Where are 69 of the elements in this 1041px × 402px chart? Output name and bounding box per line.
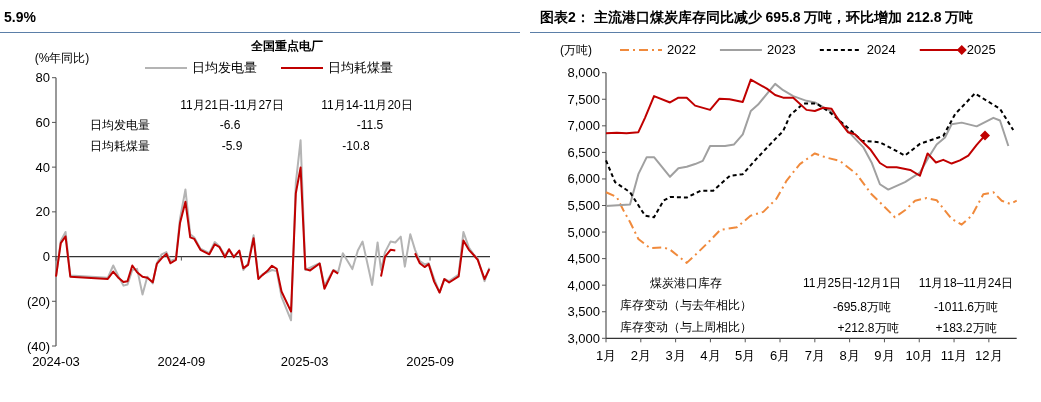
line-series xyxy=(55,139,491,322)
annotation: -11.5 xyxy=(356,118,384,132)
annotation: 11月21日-11月27日 xyxy=(180,98,284,112)
x-tick-label: 4月 xyxy=(700,348,721,363)
annotation: 库存变动（与上周相比） xyxy=(620,320,752,334)
x-tick-label: 2024-09 xyxy=(157,354,206,369)
x-tick-label: 6月 xyxy=(769,348,791,363)
annotation: 日均发电量 xyxy=(90,118,150,132)
x-tick-label: 12月 xyxy=(975,348,1003,363)
annotation: -10.8 xyxy=(342,139,370,153)
y-tick-label: 8,000 xyxy=(567,65,600,81)
annotation: 11月14-11月20日 xyxy=(321,98,413,112)
annotation: -695.8万吨 xyxy=(832,300,892,314)
y-tick-label: 60 xyxy=(35,114,50,130)
y-axis-title: (%年同比) xyxy=(34,51,90,65)
legend-label: 2024 xyxy=(866,42,896,57)
x-tick-label: 5月 xyxy=(735,348,756,363)
y-tick-label: 20 xyxy=(35,204,50,220)
annotation: +212.8万吨 xyxy=(837,321,899,335)
y-tick-label: 5,500 xyxy=(567,198,600,213)
text: 5.9% xyxy=(4,9,37,25)
x-tick-label: 2024-03 xyxy=(32,354,80,369)
annotation: 煤炭港口库存 xyxy=(650,276,722,290)
y-tick-label: 4,000 xyxy=(567,277,600,293)
y-tick-label: 3,000 xyxy=(567,330,600,346)
x-tick-label: 10月 xyxy=(905,348,933,363)
x-tick-label: 7月 xyxy=(804,348,825,363)
annotation: 11月25日-12月1日 xyxy=(803,276,901,290)
x-tick-label: 3月 xyxy=(665,348,686,363)
line-series xyxy=(605,82,1010,208)
y-tick-label: 6,500 xyxy=(567,144,600,160)
x-tick-label: 11月 xyxy=(940,348,968,363)
y-tick-label: 7,000 xyxy=(567,118,600,134)
chart-title: 全国重点电厂 xyxy=(250,39,323,53)
y-tick-label: 80 xyxy=(35,70,50,86)
line-series xyxy=(55,166,340,313)
legend-label: 2025 xyxy=(966,42,996,57)
annotation: 库存变动（与去年相比） xyxy=(620,298,752,312)
x-tick-label: 2025-09 xyxy=(406,354,454,369)
chart-title: 图表2： 主流港口煤炭库存同比减少 695.8 万吨，环比增加 212.8 万吨 xyxy=(540,9,974,25)
annotation: -1011.6万吨 xyxy=(934,300,998,314)
y-tick-label: 3,500 xyxy=(567,304,600,320)
line-series xyxy=(379,248,397,278)
y-tick-label: 0 xyxy=(42,249,50,265)
line-series xyxy=(605,152,1018,264)
y-tick-label: 40 xyxy=(35,159,50,175)
y-tick-label: 4,500 xyxy=(567,251,600,267)
y-tick-label: 7,500 xyxy=(567,91,600,107)
annotation: -6.6 xyxy=(219,118,241,132)
annotation: +183.2万吨 xyxy=(935,321,997,335)
x-tick-label: 8月 xyxy=(839,348,860,363)
x-tick-label: 1月 xyxy=(595,348,617,363)
y-axis-title: (万吨) xyxy=(560,43,592,57)
annotation: 11月18–11月24日 xyxy=(918,276,1014,290)
y-tick-label: 6,000 xyxy=(567,171,600,187)
annotation: -5.9 xyxy=(221,139,243,153)
y-tick-label: (20) xyxy=(26,293,50,309)
legend-label: 日均耗煤量 xyxy=(328,60,393,75)
y-tick-label: (40) xyxy=(26,338,50,354)
x-tick-label: 2025-03 xyxy=(280,354,329,369)
legend-label: 2023 xyxy=(766,42,796,57)
x-tick-label: 9月 xyxy=(874,348,895,363)
x-tick-label: 2月 xyxy=(630,348,651,363)
annotation: 日均耗煤量 xyxy=(90,139,150,153)
line-series xyxy=(414,239,491,294)
legend-label: 2022 xyxy=(667,42,696,57)
legend-label: 日均发电量 xyxy=(192,60,257,75)
line-series xyxy=(605,92,1015,219)
y-tick-label: 5,000 xyxy=(567,224,600,240)
